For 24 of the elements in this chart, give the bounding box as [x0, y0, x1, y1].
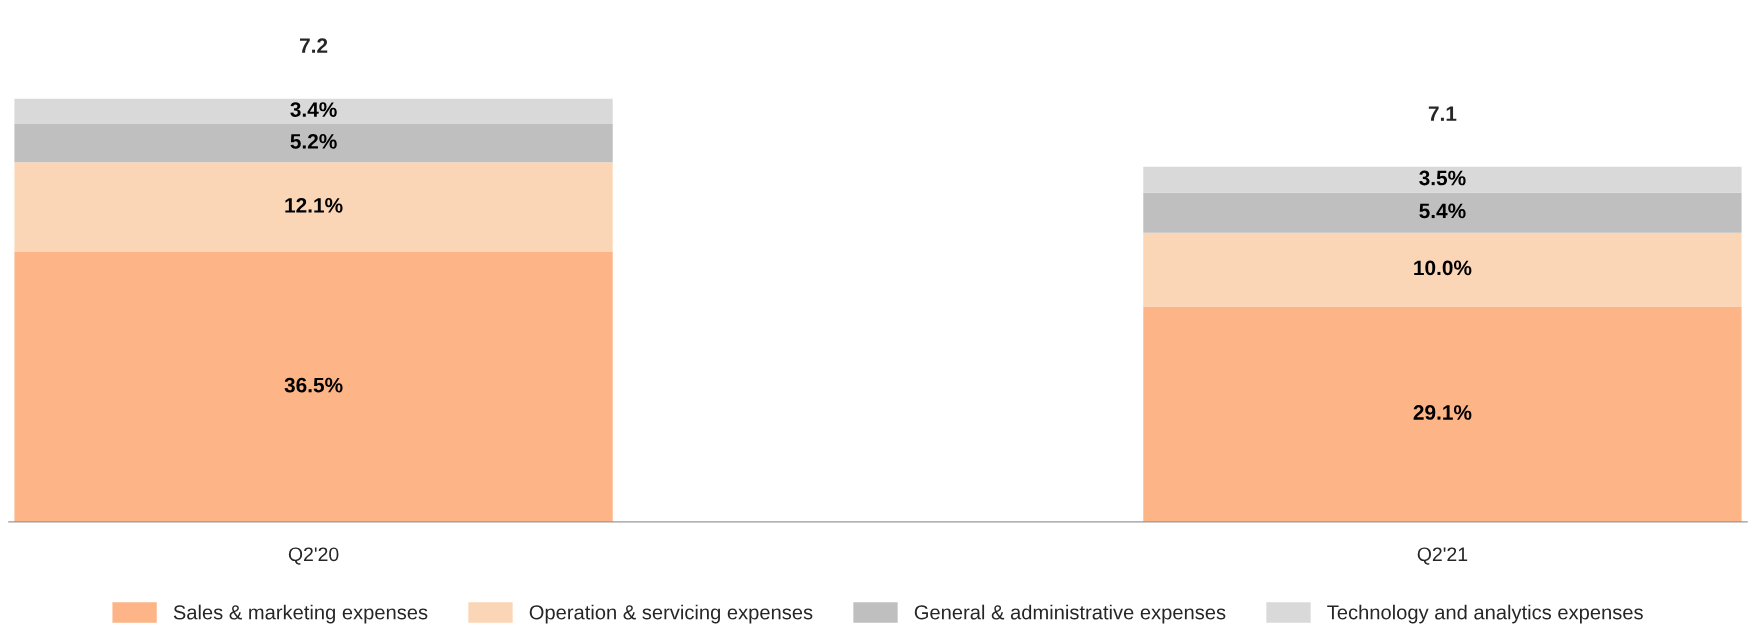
data-label: 29.1% [1413, 405, 1472, 420]
data-label: 10.0% [1414, 260, 1472, 276]
data-label: 5.4% [1419, 203, 1466, 219]
annotation: 7.2 [299, 38, 328, 53]
legend-label: General & administrative expenses [914, 604, 1226, 624]
annotation: 7.1 [1428, 106, 1457, 121]
legend-label: Sales & marketing expenses [173, 604, 428, 624]
data-label: 12.1% [285, 197, 343, 213]
data-label: 3.5% [1419, 170, 1466, 186]
data-label: 36.5% [284, 377, 343, 393]
bar [1143, 166, 1742, 193]
bar [14, 98, 613, 124]
x-tick-label: Q2'21 [1417, 547, 1468, 565]
bar [1143, 232, 1742, 307]
bar [14, 162, 613, 252]
bar [1143, 306, 1742, 522]
data-label: 5.2% [290, 133, 337, 149]
legend-label: Technology and analytics expenses [1327, 604, 1643, 624]
bar [14, 123, 613, 163]
bar [1143, 192, 1742, 233]
data-label: 3.4% [290, 102, 337, 117]
legend-label: Operation & servicing expenses [529, 604, 813, 624]
x-tick-label: Q2'20 [288, 547, 339, 565]
bar [14, 251, 613, 522]
